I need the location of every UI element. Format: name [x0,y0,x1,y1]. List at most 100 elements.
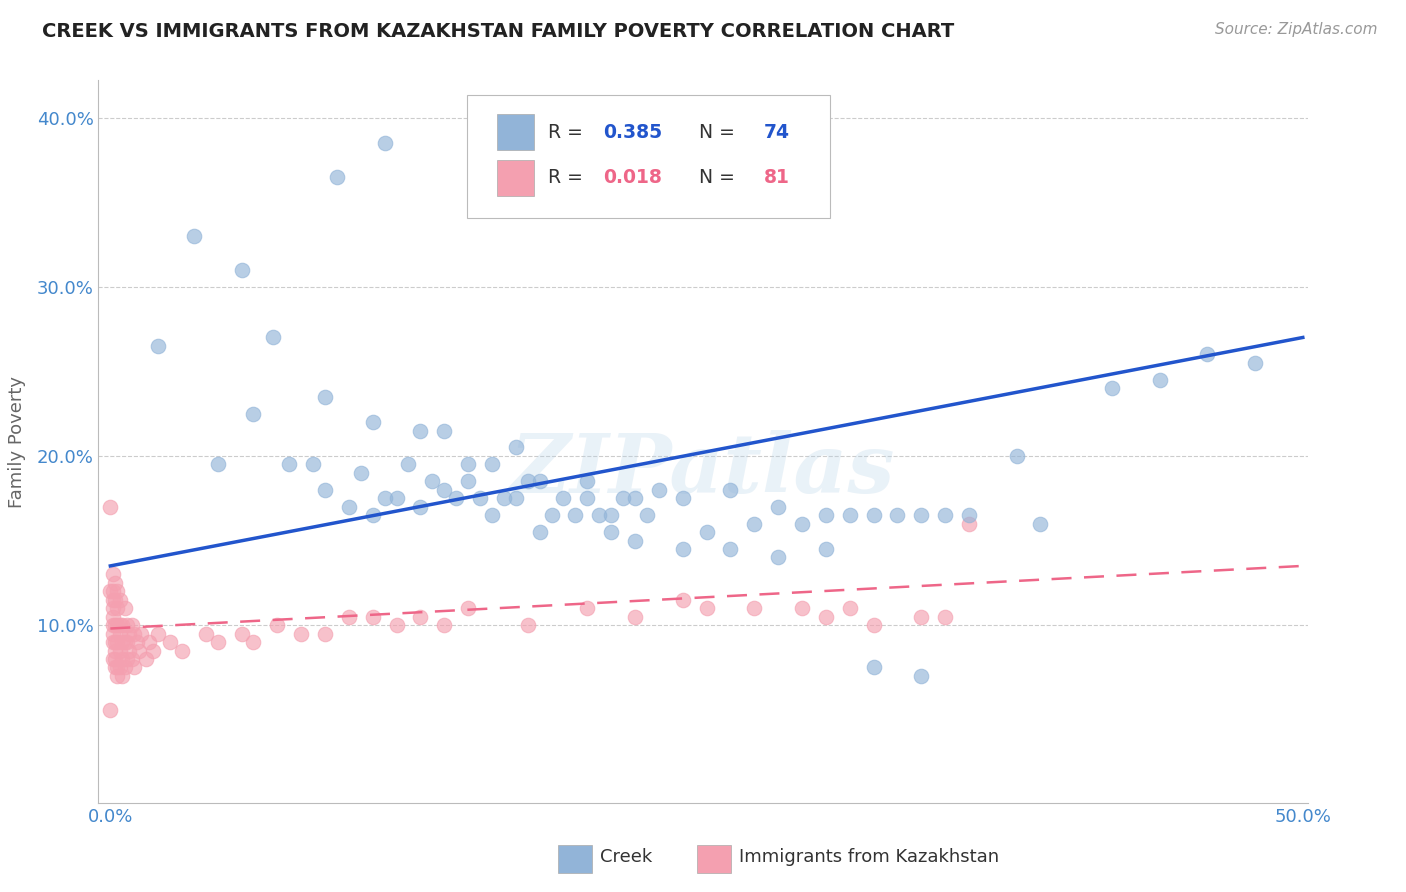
Point [115,652,138,666]
Text: N =: N = [688,169,741,187]
Point [624,491,647,506]
Point [624,609,647,624]
Point [361,415,384,429]
Point [115,618,138,632]
Point [529,524,551,539]
FancyBboxPatch shape [498,160,534,196]
Point [98,584,121,599]
Point [529,475,551,489]
Text: N =: N = [688,123,741,142]
Point [910,609,932,624]
Point [101,635,124,649]
Point [111,635,134,649]
Point [101,584,124,599]
Point [107,660,129,674]
Point [516,475,538,489]
Point [278,458,301,472]
Point [122,660,145,674]
Point [505,491,527,506]
Point [457,458,479,472]
Point [138,635,160,649]
Point [636,508,658,523]
Point [1149,373,1171,387]
Point [720,483,742,497]
Point [101,567,124,582]
Point [814,609,837,624]
Point [696,601,718,615]
Point [457,475,479,489]
FancyBboxPatch shape [467,95,830,218]
Point [104,635,127,649]
Text: 81: 81 [763,169,789,187]
Point [114,635,136,649]
Point [814,508,837,523]
Point [433,483,456,497]
Point [862,508,884,523]
Point [231,626,253,640]
Text: Source: ZipAtlas.com: Source: ZipAtlas.com [1215,22,1378,37]
Point [934,609,956,624]
FancyBboxPatch shape [697,846,731,873]
Point [576,475,599,489]
Point [183,229,205,244]
Text: R =: R = [548,123,589,142]
Point [146,626,169,640]
Point [108,626,131,640]
Point [114,660,136,674]
FancyBboxPatch shape [498,114,534,151]
Point [107,618,129,632]
Point [385,491,408,506]
Point [108,592,131,607]
Point [540,508,562,523]
Point [107,635,129,649]
Point [101,592,124,607]
Point [444,491,467,506]
Point [910,669,932,683]
Point [409,500,432,514]
Point [350,466,373,480]
Point [696,524,718,539]
Point [385,618,408,632]
Point [468,491,491,506]
Point [576,491,599,506]
Point [207,458,229,472]
Point [242,635,264,649]
Point [838,508,860,523]
Point [409,609,432,624]
Point [104,643,127,657]
Point [115,635,138,649]
Point [107,584,129,599]
Point [159,635,181,649]
Point [420,475,443,489]
Point [121,652,143,666]
Point [207,635,229,649]
Point [672,491,695,506]
Point [314,626,336,640]
Text: Creek: Creek [600,848,652,866]
Point [374,491,396,506]
Point [326,169,349,184]
Point [1005,449,1028,463]
Point [433,618,456,632]
Point [266,618,288,632]
Point [481,458,503,472]
Point [1197,347,1219,361]
Point [135,652,157,666]
Point [433,424,456,438]
Point [142,643,165,657]
Point [516,618,538,632]
Point [101,609,124,624]
Point [98,703,121,717]
Point [101,618,124,632]
Point [194,626,217,640]
Point [720,541,742,556]
Point [361,609,384,624]
Point [242,407,264,421]
Point [314,390,336,404]
Point [302,458,325,472]
Point [742,601,765,615]
Text: 74: 74 [763,123,789,142]
Point [108,643,131,657]
Point [600,508,623,523]
Point [231,262,253,277]
